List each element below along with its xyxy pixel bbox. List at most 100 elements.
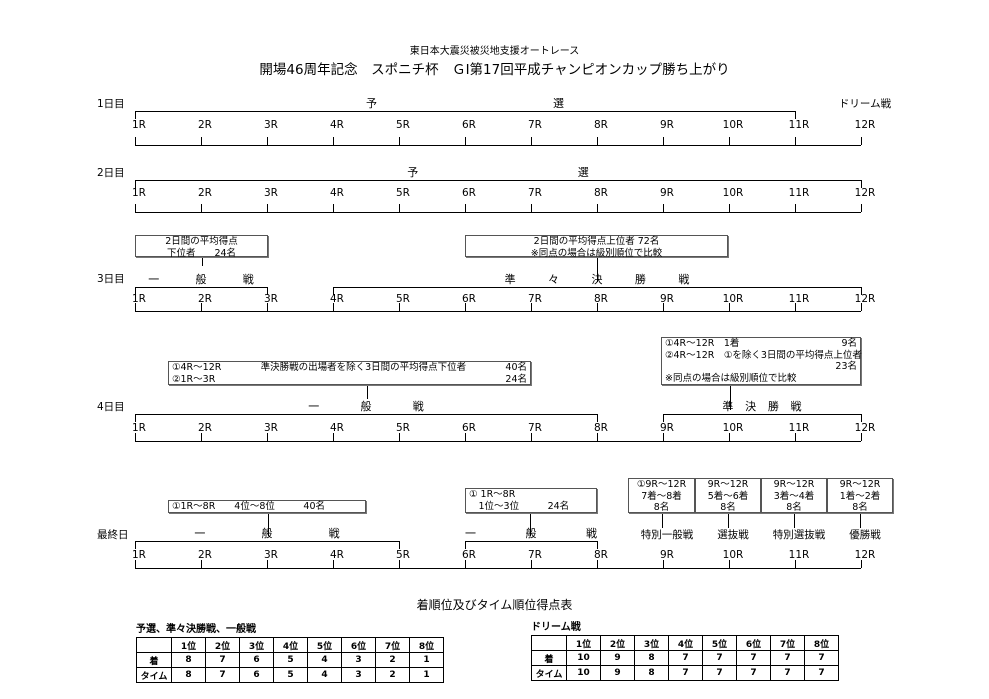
- points-cell: 8: [634, 650, 669, 666]
- round-tick: [795, 560, 796, 568]
- round-label: 12R: [854, 549, 876, 561]
- segment-label-char: 勝: [767, 400, 779, 413]
- points-header-row: 1位 2位 3位 4位 5位 6位 7位 8位: [531, 635, 839, 651]
- round-tick: [267, 204, 268, 212]
- segment-label-char: 決: [591, 273, 603, 286]
- round-label: 3R: [264, 187, 278, 199]
- box-connector: [860, 513, 861, 528]
- points-cell: 3: [341, 667, 376, 683]
- round-label: 3R: [264, 119, 278, 131]
- timeline-baseline: [135, 145, 861, 146]
- condition-text: 8名: [852, 502, 868, 513]
- round-tick: [597, 433, 598, 441]
- segment-bracket-end: [597, 541, 598, 549]
- round-label: 10R: [722, 293, 744, 305]
- segment-label-char: 々: [548, 273, 560, 286]
- points-cell: 7: [770, 665, 805, 681]
- points-cell: 8: [171, 667, 206, 683]
- points-header-cell: 2位: [205, 637, 240, 653]
- condition-box: 9R～12R 5着～6着 8名: [695, 478, 761, 513]
- round-label: 7R: [528, 293, 542, 305]
- round-race-label: 特別選抜戦: [772, 529, 826, 541]
- points-header-row: 1位 2位 3位 4位 5位 6位 7位 8位: [136, 637, 444, 653]
- round-label: 7R: [528, 549, 542, 561]
- condition-text: ① 1R～8R: [469, 489, 516, 500]
- round-label: 1R: [132, 119, 146, 131]
- segment-label-char: 一: [194, 527, 206, 540]
- round-tick: [201, 303, 202, 311]
- segment-label: 準々決勝戦: [505, 274, 690, 286]
- points-header-cell: 3位: [634, 635, 669, 651]
- points-row: タイム 10 9 8 7 7 7 7 7: [531, 665, 839, 681]
- condition-row: 8名: [632, 502, 691, 514]
- condition-text: 3着～4着: [773, 490, 815, 502]
- round-label: 1R: [132, 549, 146, 561]
- segment-bracket: [135, 414, 597, 415]
- round-label: 7R: [528, 187, 542, 199]
- points-header-cell: 7位: [375, 637, 410, 653]
- points-cell: 7: [736, 665, 771, 681]
- points-cell: 7: [804, 650, 839, 666]
- round-label: 10R: [722, 422, 744, 434]
- round-race-label: 特別一般戦: [640, 529, 694, 541]
- round-tick: [861, 204, 862, 212]
- timeline-baseline: [135, 568, 861, 569]
- points-cell: 4: [307, 652, 342, 668]
- round-tick: [135, 137, 136, 145]
- condition-row: 2日間の平均得点上位者 72名: [469, 236, 724, 248]
- round-tick: [729, 560, 730, 568]
- condition-box: ①4R～12R 1着 9名 ②4R～12R ①を除く3日間の平均得点上位者 23名 ※同…: [661, 337, 862, 385]
- condition-row: 7着～8着: [632, 491, 691, 503]
- round-tick: [399, 433, 400, 441]
- condition-row: 9R～12R: [831, 479, 889, 491]
- box-connector: [730, 385, 731, 410]
- points-cell: 1: [409, 652, 444, 668]
- round-tick: [729, 303, 730, 311]
- condition-text: ①1R～8R 4位～8位 40名: [172, 501, 325, 512]
- points-header-cell: 8位: [409, 637, 444, 653]
- points-cell: 2: [375, 652, 410, 668]
- segment-label-char: 一: [465, 527, 476, 540]
- day-label: 1日目: [97, 98, 125, 110]
- segment-label-char: 一: [308, 400, 320, 413]
- round-tick: [135, 433, 136, 441]
- condition-box: ①9R～12R 7着～8着 8名: [628, 478, 695, 513]
- round-tick: [861, 433, 862, 441]
- points-header-cell: 6位: [736, 635, 771, 651]
- round-race-label: ドリーム戦: [838, 98, 892, 110]
- segment-bracket-end: [795, 111, 796, 119]
- timeline-baseline: [135, 212, 861, 213]
- round-tick: [795, 433, 796, 441]
- round-label: 10R: [722, 119, 744, 131]
- round-tick: [795, 137, 796, 145]
- condition-row: ①4R～12R 1着 9名: [665, 338, 857, 350]
- segment-bracket-end: [135, 287, 136, 295]
- round-tick: [201, 137, 202, 145]
- round-label: 6R: [462, 119, 476, 131]
- condition-text: 2日間の平均得点上位者 72名: [533, 236, 660, 247]
- timeline-baseline: [135, 441, 861, 442]
- round-label: 8R: [594, 422, 608, 434]
- round-tick: [333, 303, 334, 311]
- points-header-cell: 4位: [273, 637, 308, 653]
- round-label: 1R: [132, 293, 146, 305]
- day-label: 3日目: [97, 273, 125, 285]
- condition-text: 40名: [505, 362, 527, 373]
- points-header-cell: 2位: [600, 635, 635, 651]
- segment-label-char: 般: [360, 400, 372, 413]
- segment-bracket-end: [465, 541, 466, 549]
- segment-label-char: 決: [745, 400, 757, 413]
- points-cell: 6: [239, 667, 274, 683]
- box-connector: [728, 513, 729, 528]
- round-label: 6R: [462, 549, 476, 561]
- round-tick: [201, 204, 202, 212]
- round-label: 3R: [264, 293, 278, 305]
- points-cell: 7: [668, 665, 703, 681]
- points-header-cell: 1位: [171, 637, 206, 653]
- points-cell: 3: [341, 652, 376, 668]
- condition-row: 1位～3位 24名: [469, 501, 593, 513]
- condition-text: 1着～2着: [839, 490, 881, 502]
- condition-text: 8名: [720, 502, 736, 513]
- points-header-cell: 4位: [668, 635, 703, 651]
- round-tick: [795, 303, 796, 311]
